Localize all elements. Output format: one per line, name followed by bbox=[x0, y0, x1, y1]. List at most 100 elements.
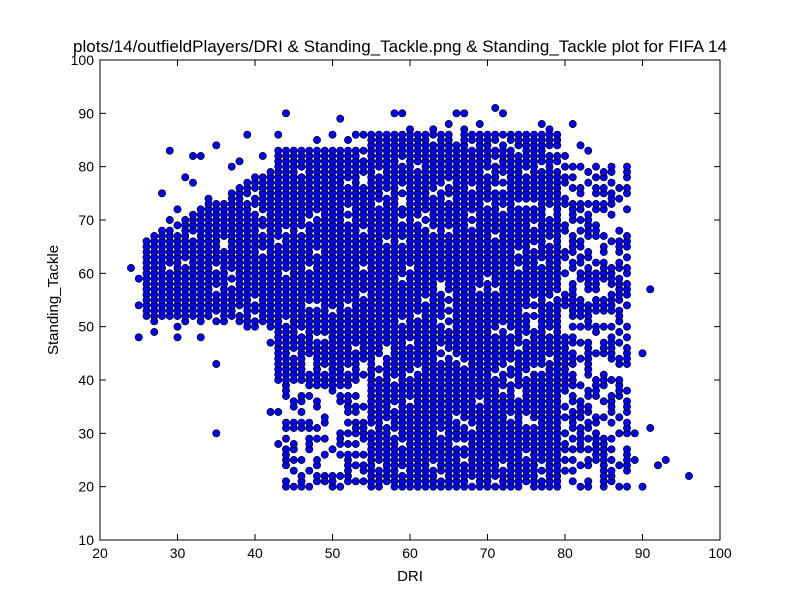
data-point bbox=[599, 168, 608, 176]
data-point bbox=[258, 232, 267, 240]
data-point bbox=[468, 130, 476, 139]
data-point bbox=[599, 258, 608, 267]
data-point bbox=[390, 109, 399, 118]
data-point bbox=[406, 269, 414, 278]
data-point bbox=[537, 370, 546, 379]
data-point bbox=[165, 269, 174, 278]
data-point bbox=[576, 253, 585, 262]
data-point bbox=[297, 333, 306, 342]
data-point bbox=[266, 408, 275, 416]
data-point bbox=[406, 344, 414, 352]
data-point bbox=[359, 146, 368, 155]
data-point bbox=[382, 424, 391, 432]
data-point bbox=[344, 221, 352, 230]
data-point bbox=[623, 344, 631, 352]
data-point bbox=[444, 354, 453, 363]
data-point bbox=[320, 381, 329, 390]
data-point bbox=[499, 109, 507, 118]
data-point bbox=[615, 482, 624, 491]
data-point bbox=[328, 381, 337, 390]
data-point bbox=[189, 152, 197, 160]
data-point bbox=[568, 162, 577, 171]
data-point bbox=[251, 301, 259, 310]
data-point bbox=[638, 482, 647, 491]
y-tick-label: 60 bbox=[78, 265, 94, 281]
data-point bbox=[313, 456, 321, 464]
data-point bbox=[220, 248, 228, 256]
data-point bbox=[506, 365, 515, 374]
data-point bbox=[499, 370, 507, 379]
data-point bbox=[266, 338, 275, 347]
data-point bbox=[530, 424, 538, 432]
data-point bbox=[251, 173, 259, 182]
y-tick-label: 80 bbox=[78, 159, 94, 175]
data-point bbox=[568, 232, 577, 240]
data-point bbox=[274, 210, 283, 219]
data-point bbox=[158, 189, 166, 198]
data-point bbox=[305, 306, 314, 315]
data-point bbox=[297, 173, 306, 182]
data-point bbox=[328, 312, 337, 320]
data-point bbox=[274, 408, 283, 416]
data-point bbox=[623, 301, 631, 310]
data-point bbox=[584, 210, 593, 219]
data-point bbox=[398, 162, 407, 171]
data-point bbox=[506, 146, 515, 155]
data-point bbox=[553, 365, 562, 374]
data-point bbox=[142, 296, 151, 304]
data-point bbox=[398, 130, 407, 139]
data-point bbox=[243, 200, 252, 208]
data-point bbox=[398, 109, 407, 118]
data-point bbox=[452, 445, 461, 454]
data-point bbox=[568, 173, 577, 182]
data-point bbox=[460, 461, 469, 470]
x-tick-label: 20 bbox=[92, 545, 108, 561]
data-point bbox=[537, 168, 546, 176]
data-point bbox=[305, 146, 314, 155]
data-point bbox=[297, 146, 306, 155]
data-point bbox=[367, 130, 376, 139]
data-point bbox=[336, 114, 345, 123]
data-point bbox=[398, 322, 407, 331]
data-point bbox=[444, 200, 453, 208]
data-point bbox=[623, 418, 631, 427]
data-point bbox=[483, 173, 492, 182]
data-point bbox=[289, 456, 298, 464]
data-point bbox=[592, 296, 600, 304]
data-point bbox=[499, 328, 507, 336]
data-point bbox=[607, 189, 616, 198]
data-point bbox=[359, 450, 368, 459]
data-point bbox=[568, 200, 577, 208]
data-point bbox=[181, 264, 190, 272]
data-point bbox=[561, 429, 569, 438]
data-point bbox=[227, 274, 236, 283]
data-point bbox=[615, 274, 624, 283]
data-point bbox=[328, 146, 337, 155]
data-point bbox=[576, 482, 585, 491]
data-point bbox=[429, 194, 438, 203]
data-point bbox=[390, 130, 399, 139]
data-point bbox=[530, 370, 538, 379]
data-point bbox=[561, 173, 569, 182]
data-point bbox=[398, 221, 407, 230]
data-point bbox=[592, 376, 600, 384]
data-point bbox=[421, 301, 430, 310]
data-point bbox=[406, 402, 414, 411]
data-point bbox=[584, 248, 593, 256]
data-point bbox=[406, 376, 414, 384]
data-point bbox=[568, 333, 577, 342]
data-point bbox=[545, 301, 554, 310]
data-point bbox=[499, 189, 507, 198]
data-point bbox=[313, 306, 321, 315]
data-point bbox=[530, 248, 538, 256]
data-point bbox=[344, 146, 352, 155]
y-tick-label: 10 bbox=[78, 532, 94, 548]
data-point bbox=[561, 466, 569, 475]
data-point bbox=[522, 338, 531, 347]
data-point bbox=[592, 221, 600, 230]
data-point bbox=[173, 232, 182, 240]
y-axis-ticks: 10 20 30 40 50 60 70 80 90 100 bbox=[71, 52, 720, 548]
data-point bbox=[382, 194, 391, 203]
data-point bbox=[282, 146, 290, 155]
data-point bbox=[406, 125, 414, 134]
